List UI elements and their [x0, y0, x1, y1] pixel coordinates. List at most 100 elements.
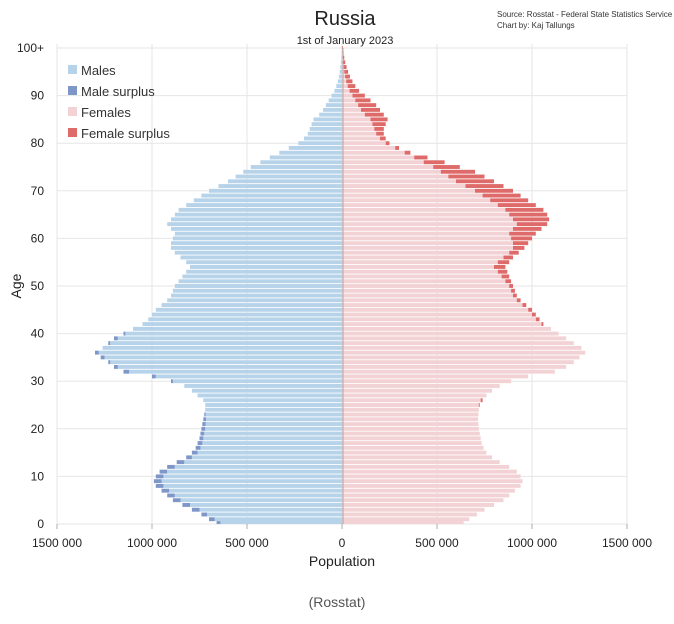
male-surplus-bar-age-18: [200, 436, 204, 440]
male-bar-age-97: [341, 60, 342, 64]
male-surplus-bar-age-33: [114, 365, 118, 369]
female-bar-age-14: [342, 455, 492, 459]
female-surplus-bar-age-75: [433, 165, 460, 169]
male-bar-age-3: [200, 508, 343, 512]
male-surplus-bar-age-30: [171, 379, 173, 383]
female-bar-age-36: [342, 351, 585, 355]
male-surplus-bar-age-3: [192, 508, 200, 512]
male-bar-age-55: [186, 260, 342, 264]
male-surplus-bar-age-8: [156, 484, 164, 488]
male-bar-age-47: [167, 298, 342, 302]
female-surplus-bar-age-72: [456, 179, 494, 183]
female-surplus-bar-age-93: [346, 79, 352, 83]
male-surplus-bar-age-38: [108, 341, 110, 345]
male-bar-age-56: [181, 255, 343, 259]
y-tick-label-0: 0: [37, 517, 44, 531]
female-surplus-bar-age-83: [374, 127, 384, 131]
female-surplus-bar-age-47: [517, 298, 521, 302]
male-surplus-bar-age-36: [95, 351, 99, 355]
male-bar-age-45: [156, 308, 342, 312]
male-bar-age-43: [148, 317, 342, 321]
female-bar-age-94: [342, 75, 345, 79]
female-bar-age-19: [342, 432, 480, 436]
female-bar-age-87: [342, 108, 361, 112]
male-surplus-bar-age-4: [182, 503, 190, 507]
female-bar-age-74: [342, 170, 441, 174]
male-surplus-bar-age-34: [108, 360, 110, 364]
female-bar-age-49: [342, 289, 511, 293]
x-tick-label-4: 500 000: [415, 536, 459, 550]
female-surplus-bar-age-59: [513, 241, 528, 245]
female-surplus-bar-age-64: [513, 217, 549, 221]
female-surplus-bar-age-44: [532, 313, 536, 317]
female-bar-age-68: [342, 198, 490, 202]
female-surplus-bar-age-69: [483, 194, 521, 198]
female-bar-age-54: [342, 265, 494, 269]
male-bar-age-31: [156, 374, 342, 378]
male-bar-age-16: [200, 446, 342, 450]
male-bar-age-89: [329, 98, 342, 102]
female-bar-age-9: [342, 479, 523, 483]
female-surplus-bar-age-60: [511, 236, 532, 240]
female-bar-age-22: [342, 417, 478, 421]
male-bar-age-95: [340, 70, 342, 74]
female-surplus-bar-age-58: [513, 246, 524, 250]
female-bar-age-71: [342, 184, 466, 188]
female-bar-age-73: [342, 175, 448, 179]
x-tick-label-1: 1000 000: [127, 536, 177, 550]
male-surplus-bar-age-10: [156, 474, 164, 478]
legend-label-female-surplus: Female surplus: [81, 126, 170, 141]
male-bar-age-96: [340, 65, 342, 69]
female-surplus-bar-age-25: [479, 403, 480, 407]
female-bar-age-64: [342, 217, 513, 221]
y-tick-label-9: 90: [31, 89, 45, 103]
female-surplus-bar-age-87: [361, 108, 380, 112]
male-bar-age-13: [184, 460, 342, 464]
female-bar-age-38: [342, 341, 574, 345]
female-surplus-bar-age-46: [523, 303, 527, 307]
male-bar-age-6: [175, 493, 342, 497]
male-bar-age-33: [118, 365, 342, 369]
female-bar-age-65: [342, 213, 509, 217]
legend: Males Male surplus Females Female surplu…: [68, 63, 170, 141]
x-tick-label-0: 1500 000: [32, 536, 82, 550]
female-surplus-bar-age-56: [504, 255, 514, 259]
x-tick-label-6: 1500 000: [602, 536, 652, 550]
female-bar-age-69: [342, 194, 483, 198]
female-bar-age-88: [342, 103, 358, 107]
male-bar-age-41: [133, 327, 342, 331]
female-surplus-bar-age-54: [494, 265, 505, 269]
male-bar-age-46: [162, 303, 343, 307]
female-surplus-bar-age-88: [358, 103, 376, 107]
y-tick-label-10: 100+: [17, 41, 44, 55]
female-bar-age-33: [342, 365, 566, 369]
female-bar-age-46: [342, 303, 523, 307]
male-bar-age-65: [175, 213, 342, 217]
female-bar-age-60: [342, 236, 511, 240]
female-bar-age-25: [342, 403, 479, 407]
male-bar-age-80: [298, 141, 342, 145]
male-bar-age-37: [103, 346, 342, 350]
female-bar-age-62: [342, 227, 513, 231]
female-bar-age-29: [342, 384, 500, 388]
male-bar-age-36: [99, 351, 342, 355]
female-bar-age-15: [342, 451, 486, 455]
male-bar-age-83: [310, 127, 342, 131]
female-bar-age-12: [342, 465, 509, 469]
female-bar-age-43: [342, 317, 536, 321]
male-bar-age-10: [163, 474, 342, 478]
female-bar-age-13: [342, 460, 500, 464]
female-bar-age-84: [342, 122, 372, 126]
y-tick-label-8: 80: [31, 136, 45, 150]
female-bar-age-37: [342, 346, 581, 350]
legend-swatch-females: [68, 107, 77, 116]
male-bar-age-61: [175, 232, 342, 236]
male-surplus-bar-age-5: [173, 498, 181, 502]
male-bar-age-60: [173, 236, 342, 240]
male-bar-age-77: [270, 156, 342, 160]
male-bar-age-4: [190, 503, 342, 507]
female-bar-age-1: [342, 517, 469, 521]
legend-swatch-males: [68, 65, 77, 74]
